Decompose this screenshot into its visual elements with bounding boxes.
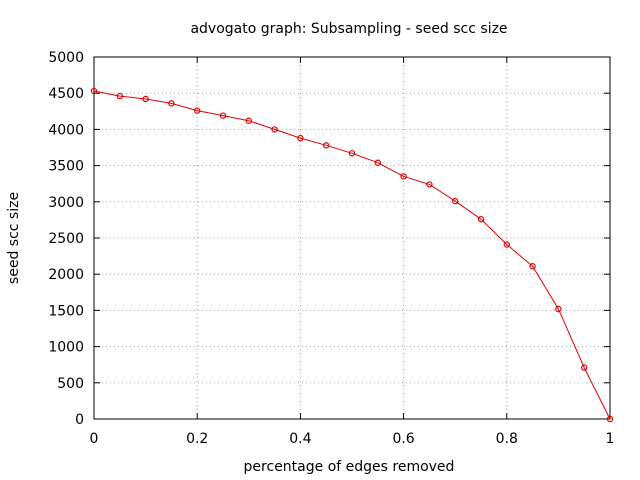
data-point (581, 364, 588, 371)
grid-layer (94, 57, 610, 419)
data-point (348, 150, 356, 157)
y-axis-label: seed scc size (6, 192, 22, 284)
y-tick-label: 3000 (48, 195, 84, 211)
x-tick-label: 1 (606, 431, 615, 447)
y-tick-label: 1500 (48, 303, 84, 319)
plot-frame (93, 56, 611, 420)
x-tick-label: 0.6 (392, 431, 414, 447)
y-tick-label: 500 (57, 376, 84, 392)
y-tick-label: 3500 (48, 159, 84, 175)
chart-title: advogato graph: Subsampling - seed scc s… (190, 21, 507, 37)
y-tick-label: 4500 (48, 86, 84, 102)
data-point (116, 92, 124, 100)
data-point (477, 215, 485, 223)
data-point (374, 159, 381, 166)
series-line (93, 90, 611, 420)
y-tick-label: 2500 (48, 231, 84, 247)
y-tick-label: 5000 (48, 50, 84, 66)
x-axis-label: percentage of edges removed (244, 459, 455, 475)
ticks-layer: 0 500 1000 1500 2000 2500 3000 3500 4000 4500 5000… (48, 50, 614, 447)
x-tick-label: 0 (90, 431, 99, 447)
series-layer (90, 87, 614, 423)
data-point (271, 126, 278, 133)
data-point (323, 142, 330, 149)
data-point (426, 181, 433, 188)
x-tick-label: 0.8 (496, 431, 518, 447)
y-tick-label: 0 (75, 412, 84, 428)
x-tick-label: 0.2 (186, 431, 208, 447)
data-point (142, 95, 149, 103)
y-tick-label: 1000 (48, 340, 84, 356)
data-point (245, 117, 252, 124)
data-point (529, 263, 536, 270)
data-point (297, 134, 304, 142)
data-point (219, 112, 227, 119)
data-point (400, 173, 407, 180)
data-point (90, 87, 98, 95)
data-point (193, 107, 201, 114)
data-point (555, 305, 562, 313)
data-point (168, 100, 175, 107)
data-point (503, 241, 510, 248)
y-tick-label: 2000 (48, 267, 84, 283)
y-tick-label: 4000 (48, 122, 84, 138)
data-point (606, 415, 614, 423)
x-tick-label: 0.4 (289, 431, 311, 447)
data-point (452, 197, 459, 205)
